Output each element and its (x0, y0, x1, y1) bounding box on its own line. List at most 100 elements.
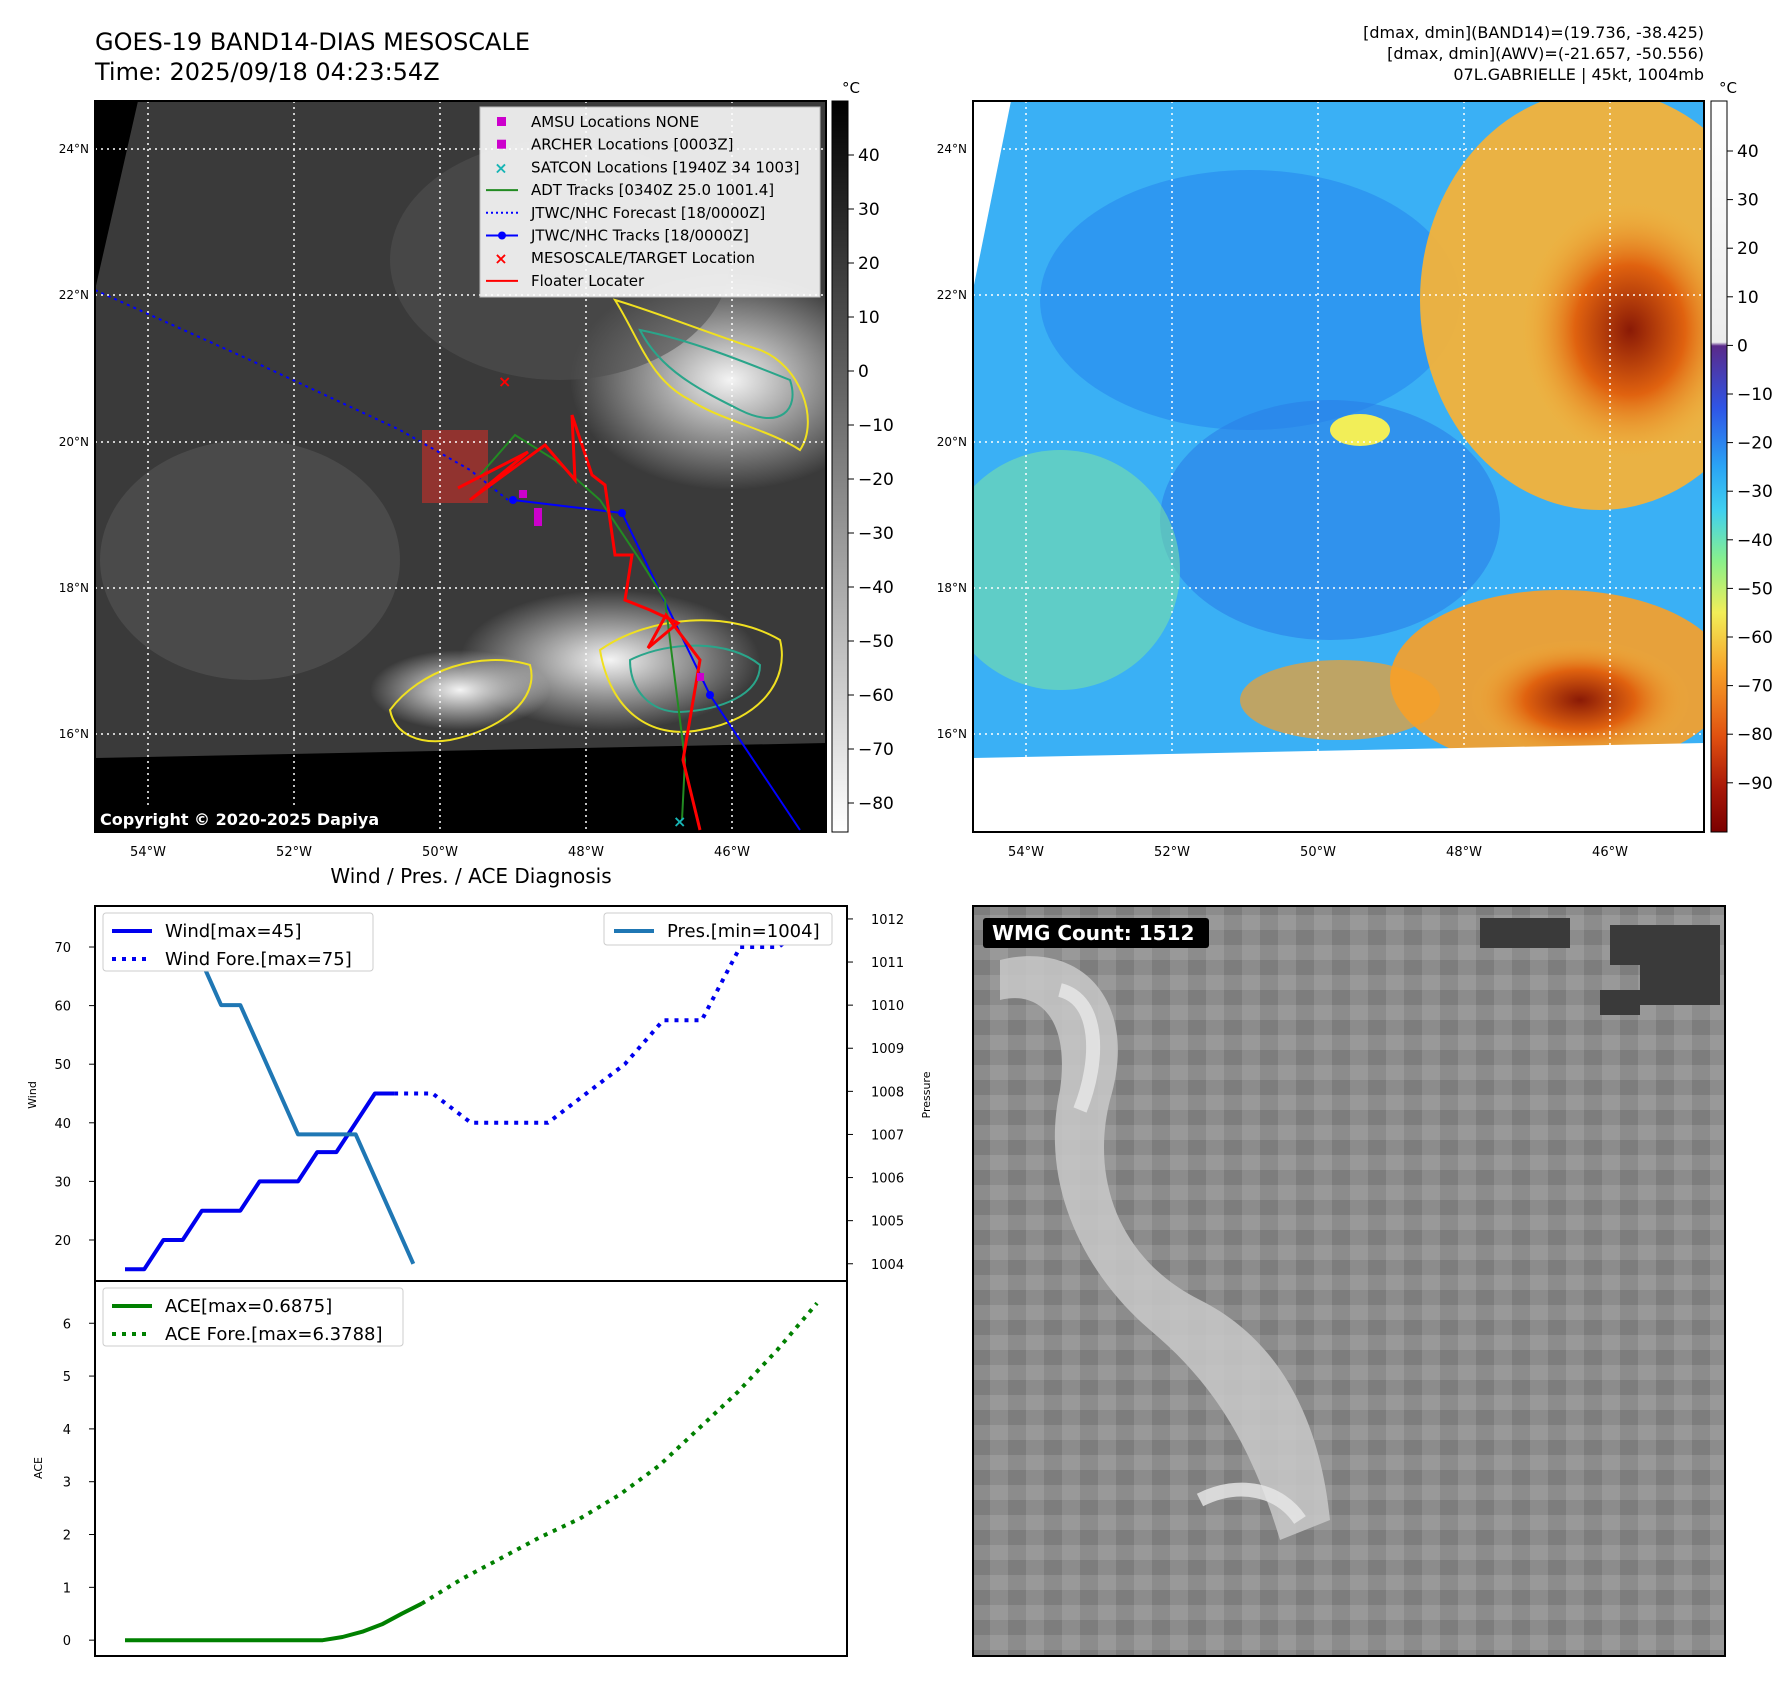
longitude-tick-label: 46°W (714, 845, 750, 860)
copyright-box (95, 806, 405, 832)
colorbar-tick-label: −60 (1737, 628, 1773, 648)
colorbar-tick-label: −80 (1737, 725, 1773, 745)
colorbar-tick-label: −50 (858, 632, 894, 652)
moist-island (1330, 414, 1390, 446)
awv-map-ticks: 54°W 52°W 50°W 48°W 46°W 24°N 22°N 20°N 18°N 16°N (937, 142, 1628, 860)
awv-no-data-wedge (973, 101, 1011, 290)
wind-forecast-legend-label: Wind Fore.[max=75] (165, 949, 352, 970)
wind-axis-label: Wind (26, 1081, 39, 1109)
latitude-tick-label: 16°N (59, 727, 89, 741)
latitude-tick-label: 20°N (937, 435, 967, 449)
legend-entry-label: SATCON Locations [1940Z 34 1003] (531, 158, 799, 176)
longitude-tick-label: 54°W (130, 845, 166, 860)
latitude-tick-label: 24°N (59, 142, 89, 156)
colorbar-tick-label: −50 (1737, 579, 1773, 599)
y-right-tick-label: 1008 (871, 1085, 904, 1100)
colorbar-tick-label: 20 (858, 254, 880, 274)
map-legend-box (479, 106, 821, 298)
moist-region-west (973, 450, 1180, 690)
colorbar-tick-label: 10 (858, 308, 880, 328)
wmg-bright-streak (1057, 983, 1101, 1113)
y-right-tick-label: 1005 (871, 1215, 904, 1230)
map-legend: AMSU Locations NONE ARCHER Locations [000… (486, 113, 799, 290)
colorbar-tick-label: −70 (858, 740, 894, 760)
diagnosis-title: Wind / Pres. / ACE Diagnosis (330, 864, 611, 888)
y-right-tick-label: 1012 (871, 913, 904, 928)
y-tick-label: 40 (54, 1117, 71, 1132)
archer-marker (519, 490, 527, 498)
y-right-tick-label: 1006 (871, 1172, 904, 1187)
jtwc-track-point (618, 509, 626, 517)
legend-square-marker (497, 139, 506, 149)
adt-track (479, 433, 687, 821)
ace-legend-box (102, 1287, 404, 1347)
awv-no-data-bottom (973, 743, 1704, 832)
deep-convection-northeast (1520, 200, 1704, 460)
archer-marker (697, 673, 704, 681)
colorbar-tick-label: 40 (858, 146, 880, 166)
y-tick-label: 70 (54, 941, 71, 956)
legend-entry-label: Floater Locater (531, 272, 645, 290)
pressure-legend-label: Pres.[min=1004] (667, 921, 820, 942)
colorbar-tick-label: 0 (858, 362, 869, 382)
series-line (125, 1601, 423, 1643)
cloud-haze-west (100, 440, 400, 680)
wmg-panel: WMG Count: 1512 (973, 906, 1725, 1656)
floater-locater-track (457, 414, 702, 831)
colorbar-tick-label: 10 (1737, 288, 1759, 308)
copyright-text: Copyright © 2020-2025 Dapiya (100, 810, 379, 829)
ace-axis-label: ACE (32, 1457, 45, 1479)
awv-colorbar-unit: °C (1719, 79, 1737, 97)
legend-entry-label: JTWC/NHC Tracks [18/0000Z] (530, 227, 749, 245)
deep-convection-south (1470, 640, 1690, 760)
target-location-marker: × (498, 372, 511, 391)
awv-colorbar-ticks: 40 30 20 10 0 −10 −20 −30 −40 −50 −60 −70 −80 −90 (1727, 142, 1773, 794)
y-right-tick-label: 1004 (871, 1258, 904, 1273)
jtwc-track-point (509, 496, 517, 504)
ir-map-ticks: 54°W 52°W 50°W 48°W 46°W 24°N 22°N 20°N 18°N 16°N (59, 142, 750, 860)
wmg-frame (972, 905, 1726, 1657)
awv-range: [dmax, dmin](AWV)=(-21.657, -50.556) (1387, 44, 1704, 63)
colorbar-tick-label: −30 (1737, 482, 1773, 502)
legend-entry-label: ADT Tracks [0340Z 25.0 1001.4] (531, 181, 774, 199)
wmg-count-box (983, 918, 1209, 948)
colorbar-tick-label: 30 (858, 200, 880, 220)
latitude-tick-label: 18°N (937, 581, 967, 595)
longitude-tick-label: 48°W (1446, 845, 1482, 860)
legend-entry-label: JTWC/NHC Forecast [18/0000Z] (530, 204, 765, 222)
colorbar-tick-label: −30 (858, 524, 894, 544)
ir-map-panel: × × AMSU Locations NONE ARCHER Locations … (95, 101, 826, 832)
awv-map-panel (973, 101, 1704, 832)
jtwc-track-point (706, 691, 714, 699)
y-tick-label: 6 (63, 1317, 71, 1332)
dry-air-region (1040, 170, 1460, 430)
colorbar-tick-label: −40 (1737, 531, 1773, 551)
colorbar-tick-label: 20 (1737, 239, 1759, 259)
y-tick-label: 5 (63, 1370, 71, 1385)
legend-x-marker: × (494, 249, 507, 268)
contour-teal-s (628, 644, 762, 714)
awv-colorbar (1710, 100, 1728, 833)
dry-air-region (1160, 400, 1500, 640)
pressure-axis-label: Pressure (920, 1071, 933, 1118)
latitude-tick-label: 16°N (937, 727, 967, 741)
storm-info: 07L.GABRIELLE | 45kt, 1004mb (1453, 65, 1704, 84)
colorbar-tick-label: −70 (1737, 677, 1773, 697)
y-tick-label: 2 (63, 1529, 71, 1544)
colorbar-tick-label: −20 (1737, 434, 1773, 454)
figure-title: GOES-19 BAND14-DIAS MESOSCALE (95, 28, 530, 56)
cloud-mass-southwest (370, 650, 550, 730)
wmg-count-label: WMG Count: 1512 (992, 921, 1194, 945)
ir-no-data-wedge (95, 101, 138, 290)
y-tick-label: 30 (54, 1175, 71, 1190)
wind-legend-box (102, 912, 374, 972)
ace-plot: 0 1 2 3 4 5 6 (63, 1301, 819, 1649)
colorbar-tick-label: −80 (858, 794, 894, 814)
ir-colorbar (831, 100, 849, 833)
figure-time: Time: 2025/09/18 04:23:54Z (94, 58, 440, 86)
pressure-legend-box (603, 912, 833, 946)
longitude-tick-label: 52°W (1154, 845, 1190, 860)
archer-marker (534, 508, 542, 526)
legend-dot-marker (498, 231, 506, 240)
colorbar-tick-label: −20 (858, 470, 894, 490)
